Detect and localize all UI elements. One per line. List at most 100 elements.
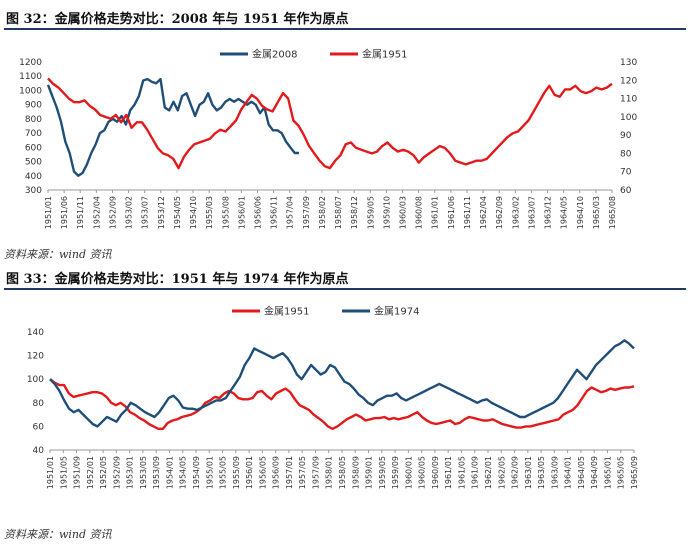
x-tick-label: 1956/09 (272, 456, 281, 489)
x-tick-label: 1961/06 (447, 196, 456, 229)
y-left-tick-label: 800 (25, 115, 42, 125)
x-tick-label: 1959/10 (382, 196, 391, 229)
x-tick-label: 1965/05 (617, 456, 626, 489)
y-right-tick-label: 70 (620, 168, 632, 178)
x-tick-label: 1963/02 (511, 196, 520, 229)
x-tick-label: 1953/01 (126, 456, 135, 489)
y-right-tick-label: 100 (620, 113, 637, 123)
y-right-tick-label: 110 (620, 95, 637, 105)
x-tick-label: 1959/05 (378, 456, 387, 489)
x-tick-label: 1953/09 (152, 456, 161, 489)
x-tick-label: 1951/01 (44, 196, 53, 229)
x-tick-label: 1953/07 (141, 196, 150, 229)
legend-label-2: 金属1974 (374, 305, 419, 318)
y-left-tick-label: 140 (27, 328, 44, 338)
x-tick-label: 1955/01 (205, 456, 214, 489)
y-left-tick-label: 40 (33, 446, 45, 456)
y-left-tick-label: 300 (25, 186, 42, 196)
x-tick-label: 1963/07 (527, 196, 536, 229)
series-line-2 (47, 77, 613, 170)
x-tick-label: 1956/01 (245, 456, 254, 489)
x-tick-label: 1951/05 (59, 456, 68, 489)
x-tick-label: 1957/05 (298, 456, 307, 489)
x-tick-label: 1955/09 (232, 456, 241, 489)
y-right-tick-label: 90 (620, 131, 632, 141)
x-tick-label: 1952/09 (108, 196, 117, 229)
y-right-tick-label: 80 (620, 149, 632, 159)
x-tick-label: 1961/09 (471, 456, 480, 489)
x-tick-label: 1957/01 (285, 456, 294, 489)
x-tick-label: 1964/10 (576, 196, 585, 229)
x-tick-label: 1957/09 (302, 196, 311, 229)
x-tick-label: 1952/09 (112, 456, 121, 489)
x-tick-label: 1963/05 (537, 456, 546, 489)
x-tick-label: 1954/05 (173, 196, 182, 229)
x-tick-label: 1962/09 (495, 196, 504, 229)
x-tick-label: 1955/08 (221, 196, 230, 229)
figure-2-title: 图 33：金属价格走势对比：1951 年与 1974 年作为原点 (6, 272, 349, 287)
x-tick-label: 1962/05 (497, 456, 506, 489)
x-tick-label: 1961/11 (463, 196, 472, 229)
x-tick-label: 1960/08 (415, 196, 424, 229)
y-left-tick-label: 120 (27, 352, 44, 362)
y-left-tick-label: 100 (27, 375, 44, 385)
x-tick-label: 1959/01 (365, 456, 374, 489)
x-tick-label: 1953/02 (125, 196, 134, 229)
y-left-tick-label: 1200 (19, 58, 42, 68)
x-tick-label: 1955/03 (205, 196, 214, 229)
chart-1: 300 400 500 600 700 800 900 1000 1100 1200 60 70 80 9… (19, 48, 637, 230)
x-tick-label: 1962/01 (484, 456, 493, 489)
x-tick-label: 1956/01 (237, 196, 246, 229)
x-tick-label: 1959/05 (366, 196, 375, 229)
series-line-1 (46, 77, 299, 178)
x-tick-label: 1954/05 (179, 456, 188, 489)
y-left-tick-label: 60 (33, 422, 45, 432)
x-tick-label: 1964/05 (577, 456, 586, 489)
x-tick-label: 1961/01 (444, 456, 453, 489)
x-tick-label: 1954/10 (189, 196, 198, 229)
x-tick-label: 1963/09 (550, 456, 559, 489)
y-left-tick-label: 400 (25, 172, 42, 182)
y-left-tick-label: 700 (25, 129, 42, 139)
x-tick-label: 1956/05 (258, 456, 267, 489)
legend-label-1: 金属1951 (264, 305, 309, 318)
x-tick-label: 1958/05 (338, 456, 347, 489)
figure-1-title-rule (4, 28, 686, 30)
x-tick-label: 1953/05 (139, 456, 148, 489)
x-tick-label: 1957/04 (286, 196, 295, 229)
x-tick-label: 1964/01 (564, 456, 573, 489)
x-tick-label: 1960/03 (399, 196, 408, 229)
x-tick-label: 1954/01 (165, 456, 174, 489)
x-tick-label: 1963/12 (544, 196, 553, 229)
x-tick-label: 1955/05 (219, 456, 228, 489)
figure-1-title: 图 32：金属价格走势对比：2008 年与 1951 年作为原点 (6, 12, 349, 27)
x-tick-label: 1958/01 (325, 456, 334, 489)
legend-label-2: 金属1951 (362, 48, 407, 61)
x-tick-label: 1962/04 (479, 196, 488, 229)
y-left-tick-label: 1100 (19, 72, 42, 82)
x-tick-label: 1956/11 (270, 196, 279, 229)
x-tick-label: 1951/09 (73, 456, 82, 489)
x-tick-label: 1958/09 (351, 456, 360, 489)
x-tick-label: 1965/03 (592, 196, 601, 229)
chart-2: 40 60 80 100 120 140 1951/01 1951/05 1951/09 1952… (27, 305, 639, 490)
x-tick-label: 1951/11 (76, 196, 85, 229)
y-left-tick-label: 1000 (19, 86, 42, 96)
x-tick-label: 1952/05 (99, 456, 108, 489)
x-tick-label: 1954/09 (192, 456, 201, 489)
y-right-tick-label: 60 (620, 186, 632, 196)
legend-label-1: 金属2008 (252, 48, 297, 61)
x-tick-label: 1958/12 (350, 196, 359, 229)
y-right-tick-label: 120 (620, 76, 637, 86)
series-line-1 (49, 378, 635, 431)
x-tick-label: 1964/05 (560, 196, 569, 229)
figure-1-source: 资料来源：wind 资讯 (4, 248, 112, 261)
x-tick-label: 1963/01 (524, 456, 533, 489)
x-tick-label: 1951/01 (46, 456, 55, 489)
y-right-tick-label: 130 (620, 58, 637, 68)
figure-2-title-rule (4, 288, 686, 290)
x-tick-label: 1958/07 (334, 196, 343, 229)
x-tick-label: 1952/04 (92, 196, 101, 229)
x-tick-label: 1962/09 (511, 456, 520, 489)
x-tick-label: 1951/06 (60, 196, 69, 229)
